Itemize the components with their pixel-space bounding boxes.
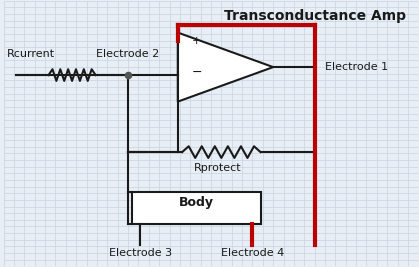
Text: Transconductance Amp: Transconductance Amp [224,9,406,23]
Text: Electrode 3: Electrode 3 [109,248,172,258]
Text: Electrode 4: Electrode 4 [221,248,284,258]
Text: −: − [191,66,202,79]
Bar [132,192,261,224]
Text: Electrode 1: Electrode 1 [325,62,388,72]
Polygon shape [178,33,273,102]
Text: Rprotect: Rprotect [194,163,241,173]
Text: Electrode 2: Electrode 2 [96,49,160,59]
Text: Rcurrent: Rcurrent [7,49,54,59]
Text: Body: Body [179,196,214,209]
Text: +: + [192,36,201,46]
